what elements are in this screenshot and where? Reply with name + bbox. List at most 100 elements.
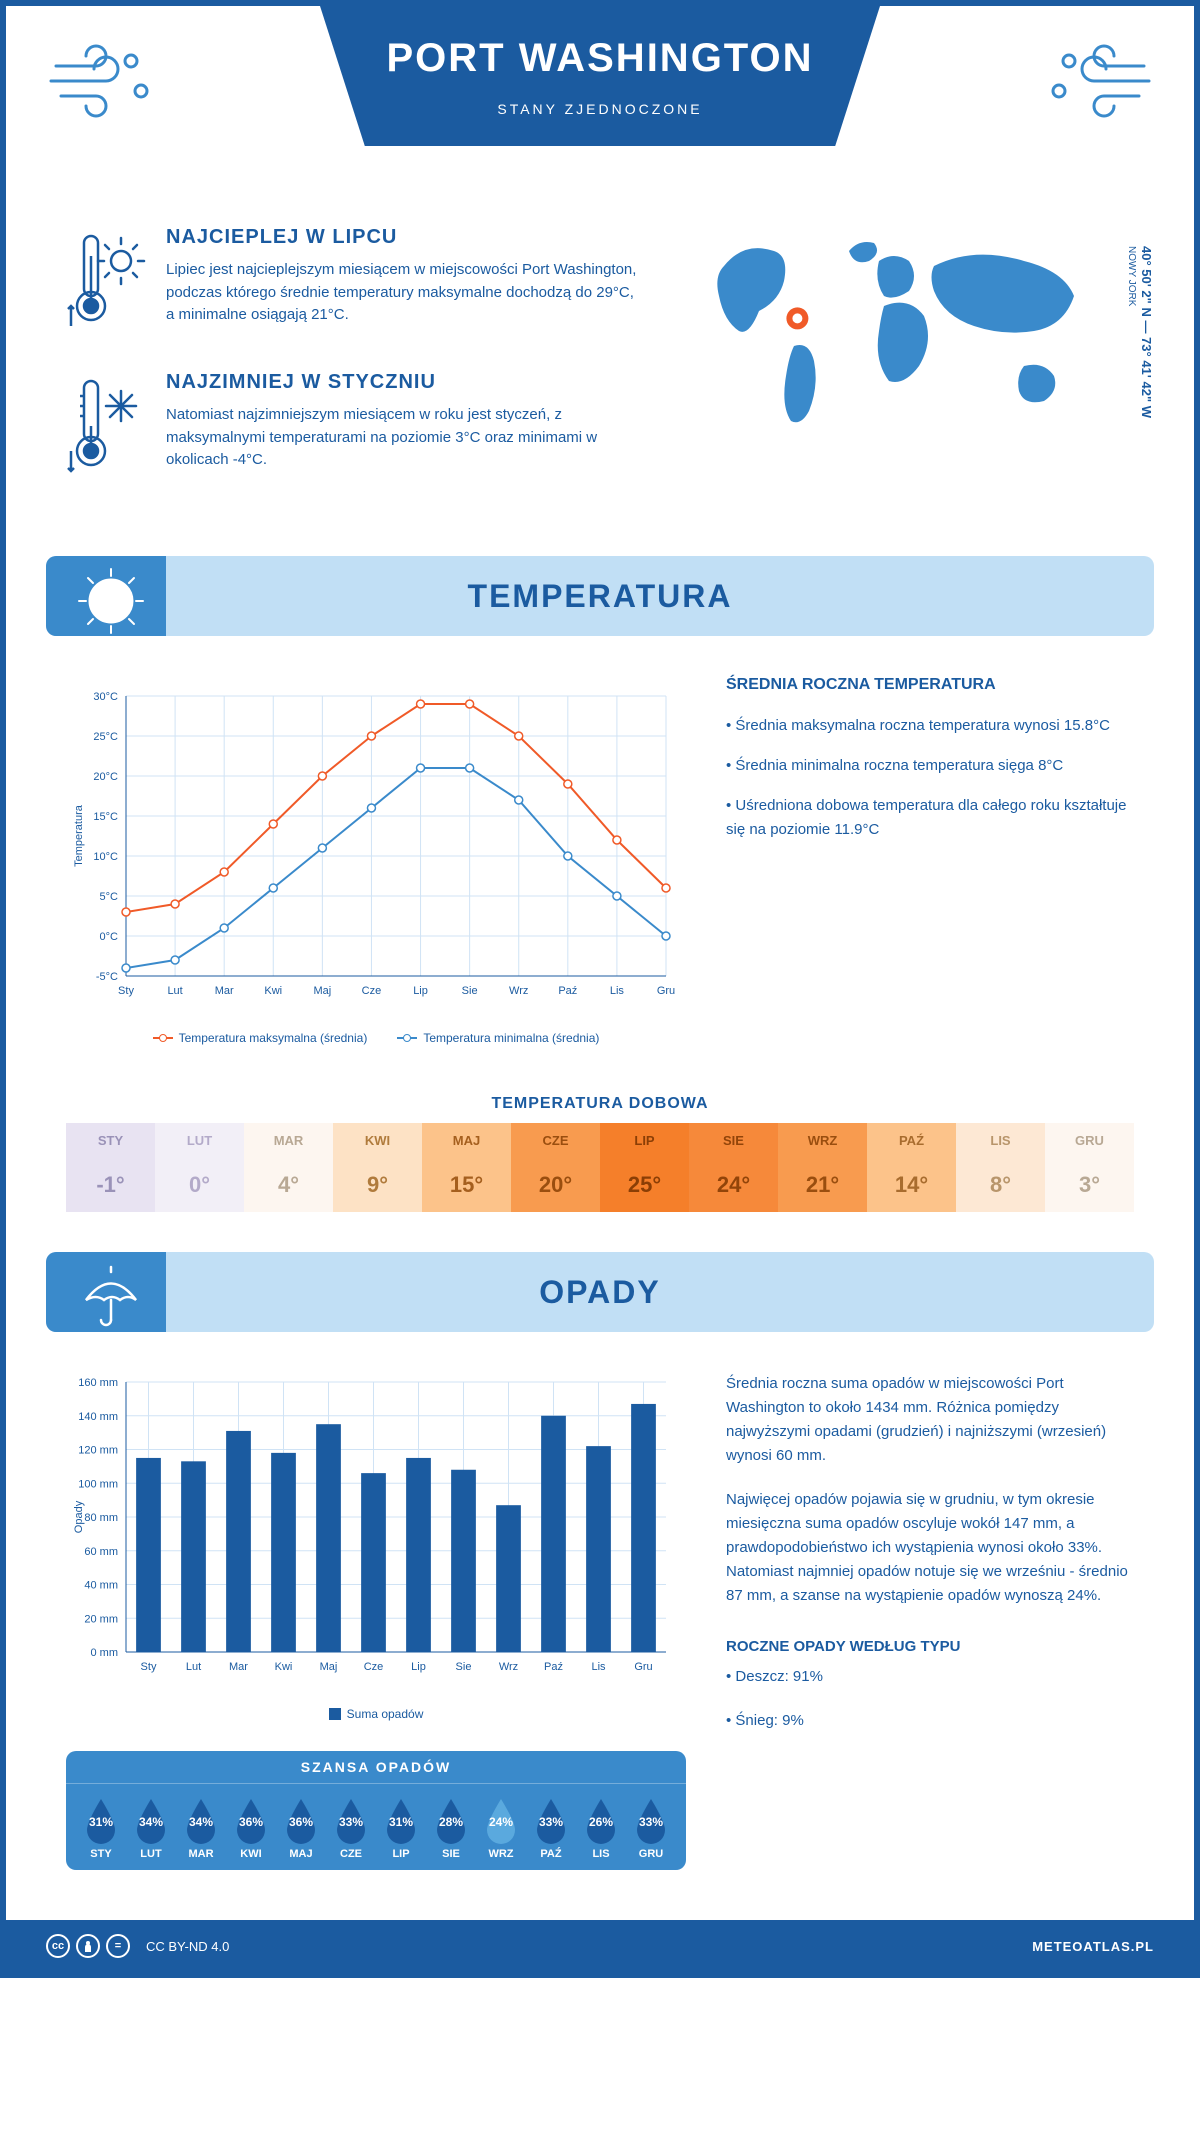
svg-text:20 mm: 20 mm (84, 1613, 118, 1625)
header: PORT WASHINGTON STANY ZJEDNOCZONE (6, 6, 1194, 206)
legend-item: .legend-swatch[style*='#f05a28']::before… (153, 1031, 368, 1045)
page-subtitle: STANY ZJEDNOCZONE (320, 101, 880, 117)
sun-icon (76, 566, 146, 641)
precip-desc-2: Najwięcej opadów pojawia się w grudniu, … (726, 1488, 1134, 1608)
svg-text:Wrz: Wrz (499, 1661, 518, 1673)
intro-row: NAJCIEPLEJ W LIPCU Lipiec jest najcieple… (6, 206, 1194, 556)
svg-text:Cze: Cze (362, 985, 382, 997)
temperature-section-header: TEMPERATURA (46, 556, 1154, 636)
svg-text:Cze: Cze (364, 1661, 384, 1673)
svg-text:25°C: 25°C (93, 731, 118, 743)
coldest-title: NAJZIMNIEJ W STYCZNIU (166, 371, 644, 394)
temp-bullet: • Średnia maksymalna roczna temperatura … (726, 714, 1134, 738)
drop-icon: 36% (231, 1794, 271, 1844)
daily-cell: GRU 3° (1045, 1123, 1134, 1212)
daily-cell: KWI 9° (333, 1123, 422, 1212)
svg-text:120 mm: 120 mm (78, 1445, 118, 1457)
nd-icon: = (106, 1934, 130, 1958)
precip-type-title: ROCZNE OPADY WEDŁUG TYPU (726, 1638, 1134, 1655)
svg-text:Mar: Mar (215, 985, 234, 997)
chance-cell: 34% MAR (176, 1794, 226, 1860)
daily-cell: MAJ 15° (422, 1123, 511, 1212)
wind-icon (1034, 36, 1154, 131)
daily-cell: MAR 4° (244, 1123, 333, 1212)
drop-icon: 24% (481, 1794, 521, 1844)
precip-bar-chart: 0 mm 20 mm 40 mm 60 mm 80 mm 100 mm 120 mm 140 … (66, 1372, 686, 1721)
svg-text:0°C: 0°C (100, 931, 119, 943)
thermometer-cold-icon (66, 371, 146, 486)
chance-cell: 31% STY (76, 1794, 126, 1860)
chance-title: SZANSA OPADÓW (66, 1751, 686, 1784)
chance-cell: 28% SIE (426, 1794, 476, 1860)
chance-cell: 24% WRZ (476, 1794, 526, 1860)
svg-text:140 mm: 140 mm (78, 1411, 118, 1423)
daily-temp-title: TEMPERATURA DOBOWA (6, 1095, 1194, 1113)
svg-text:-5°C: -5°C (96, 971, 118, 983)
daily-cell: STY -1° (66, 1123, 155, 1212)
daily-cell: LIS 8° (956, 1123, 1045, 1212)
svg-text:Wrz: Wrz (509, 985, 528, 997)
svg-text:Kwi: Kwi (275, 1661, 293, 1673)
coldest-desc: Natomiast najzimniejszym miesiącem w rok… (166, 404, 644, 472)
title-banner: PORT WASHINGTON STANY ZJEDNOCZONE (320, 6, 880, 146)
svg-text:Gru: Gru (657, 985, 675, 997)
chance-cell: 36% KWI (226, 1794, 276, 1860)
svg-text:Maj: Maj (320, 1661, 338, 1673)
intro-text-column: NAJCIEPLEJ W LIPCU Lipiec jest najcieple… (66, 226, 644, 516)
svg-text:80 mm: 80 mm (84, 1512, 118, 1524)
page: PORT WASHINGTON STANY ZJEDNOCZONE (0, 0, 1200, 1978)
precip-type-bullet: • Deszcz: 91% (726, 1665, 1134, 1689)
svg-text:40 mm: 40 mm (84, 1580, 118, 1592)
svg-text:Opady: Opady (73, 1500, 85, 1533)
svg-text:Lis: Lis (610, 985, 625, 997)
drop-icon: 33% (631, 1794, 671, 1844)
svg-text:10°C: 10°C (93, 851, 118, 863)
svg-text:Paź: Paź (544, 1661, 563, 1673)
drop-icon: 31% (381, 1794, 421, 1844)
page-title: PORT WASHINGTON (320, 36, 880, 81)
thermometer-hot-icon (66, 226, 146, 341)
temp-bullet: • Uśredniona dobowa temperatura dla całe… (726, 794, 1134, 842)
svg-text:100 mm: 100 mm (78, 1478, 118, 1490)
drop-icon: 28% (431, 1794, 471, 1844)
warmest-desc: Lipiec jest najcieplejszym miesiącem w m… (166, 259, 644, 327)
svg-text:Sie: Sie (456, 1661, 472, 1673)
drop-icon: 33% (331, 1794, 371, 1844)
cc-icon: cc (46, 1934, 70, 1958)
chance-cell: 33% CZE (326, 1794, 376, 1860)
svg-text:30°C: 30°C (93, 691, 118, 703)
drop-icon: 31% (81, 1794, 121, 1844)
precip-info: Średnia roczna suma opadów w miejscowośc… (726, 1372, 1134, 1870)
umbrella-icon (76, 1262, 146, 1337)
precip-section-header: OPADY (46, 1252, 1154, 1332)
daily-temp-grid: STY -1° LUT 0° MAR 4° KWI 9° MAJ 15° CZE… (66, 1123, 1134, 1212)
world-map: 40° 50' 2" N — 73° 41' 42" W NOWY JORK (684, 226, 1134, 516)
svg-text:Kwi: Kwi (264, 985, 282, 997)
svg-text:Maj: Maj (313, 985, 331, 997)
precip-chance-box: SZANSA OPADÓW 31% STY 34% LUT 34% MAR 36… (66, 1751, 686, 1870)
daily-cell: WRZ 21° (778, 1123, 867, 1212)
precip-type-bullet: • Śnieg: 9% (726, 1709, 1134, 1733)
daily-cell: PAŹ 14° (867, 1123, 956, 1212)
footer: cc = CC BY-ND 4.0 METEOATLAS.PL (6, 1920, 1194, 1972)
wind-icon (46, 36, 166, 131)
svg-text:5°C: 5°C (100, 891, 119, 903)
svg-text:Paź: Paź (558, 985, 577, 997)
svg-text:20°C: 20°C (93, 771, 118, 783)
drop-icon: 33% (531, 1794, 571, 1844)
chart-legend: Suma opadów (66, 1707, 686, 1721)
drop-icon: 36% (281, 1794, 321, 1844)
temperature-content: -5°C0°C5°C10°C15°C20°C25°C30°CStyLutMarK… (6, 636, 1194, 1085)
svg-text:Lis: Lis (591, 1661, 606, 1673)
svg-text:Lut: Lut (167, 985, 182, 997)
svg-text:Temperatura: Temperatura (73, 804, 85, 867)
chance-cell: 33% GRU (626, 1794, 676, 1860)
svg-text:60 mm: 60 mm (84, 1546, 118, 1558)
chart-legend: .legend-swatch[style*='#f05a28']::before… (66, 1031, 686, 1045)
svg-text:Gru: Gru (634, 1661, 652, 1673)
svg-text:0 mm: 0 mm (91, 1647, 119, 1659)
chance-cell: 34% LUT (126, 1794, 176, 1860)
legend-item: .legend-swatch[style*='#3a8acb']::before… (397, 1031, 599, 1045)
warmest-block: NAJCIEPLEJ W LIPCU Lipiec jest najcieple… (66, 226, 644, 341)
svg-text:Mar: Mar (229, 1661, 248, 1673)
